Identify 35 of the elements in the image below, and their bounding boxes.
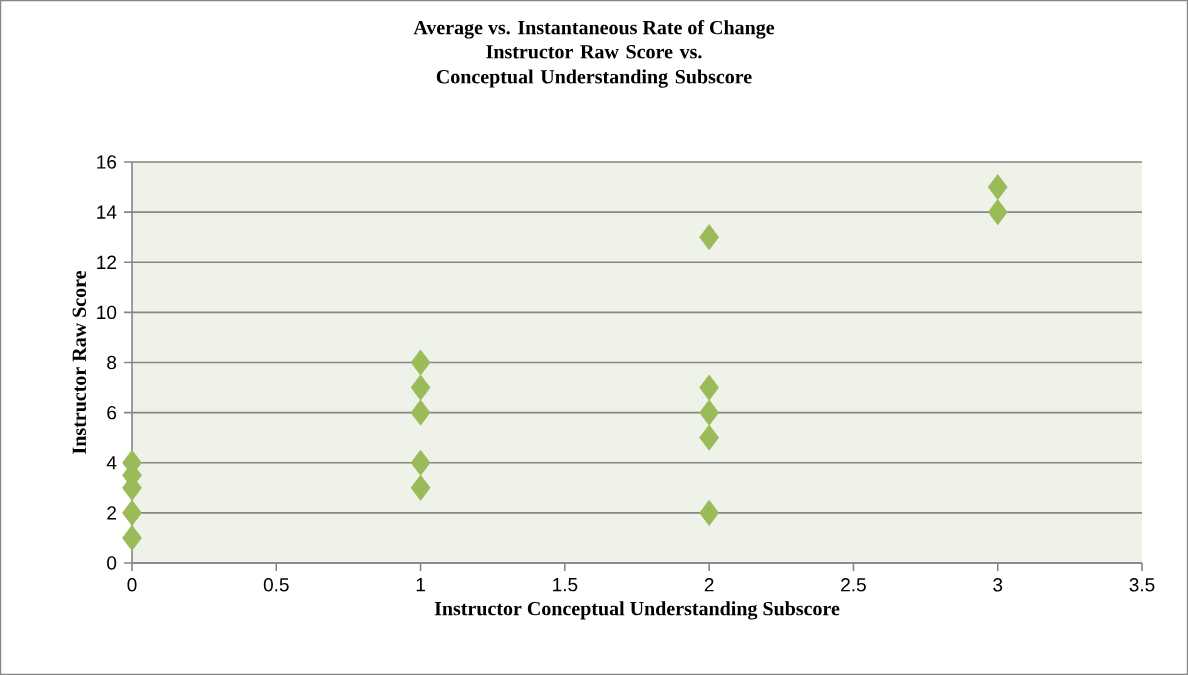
- point: [410, 474, 431, 501]
- y-tick-label: 2: [107, 506, 116, 520]
- x-tick-label: 2: [704, 578, 714, 592]
- chart-title: Average vs. Instantaneous Rate of Change: [413, 20, 775, 39]
- chart-subtitle: Instructor Raw Score vs. Conceptual Understanding Subscore: [436, 45, 752, 88]
- point: [987, 199, 1008, 226]
- y-tick-label: 0: [107, 556, 117, 570]
- y-tick-label: 8: [107, 355, 117, 370]
- x-tick-label: 3: [993, 578, 1003, 592]
- y-tick-label: 12: [97, 255, 116, 269]
- point: [122, 524, 142, 551]
- point: [987, 174, 1008, 201]
- point: [410, 449, 431, 476]
- point: [699, 399, 719, 426]
- y-tick-label: 6: [107, 405, 117, 420]
- x-tick-label: 1.5: [553, 578, 578, 592]
- x-tick-label: 2.5: [841, 578, 866, 592]
- x-axis-title: Instructor Conceptual Understanding Subscore: [434, 601, 840, 620]
- point: [410, 399, 431, 426]
- point: [410, 374, 431, 401]
- x-tick-label: 1: [416, 578, 425, 592]
- point: [122, 499, 142, 526]
- x-tick-label: 0: [127, 578, 137, 592]
- point: [699, 224, 719, 251]
- point: [699, 374, 719, 401]
- y-axis-title: Instructor Raw Score: [72, 270, 87, 454]
- y-tick-label: 16: [97, 155, 117, 169]
- y-tick-label: 10: [97, 305, 117, 320]
- y-tick-label: 14: [97, 205, 117, 219]
- y-tick-label: 4: [106, 456, 117, 470]
- x-tick-label: 3.5: [1129, 578, 1155, 592]
- x-tick-label: 0.5: [263, 578, 289, 592]
- point: [699, 424, 719, 451]
- point: [410, 349, 431, 376]
- point: [699, 499, 719, 526]
